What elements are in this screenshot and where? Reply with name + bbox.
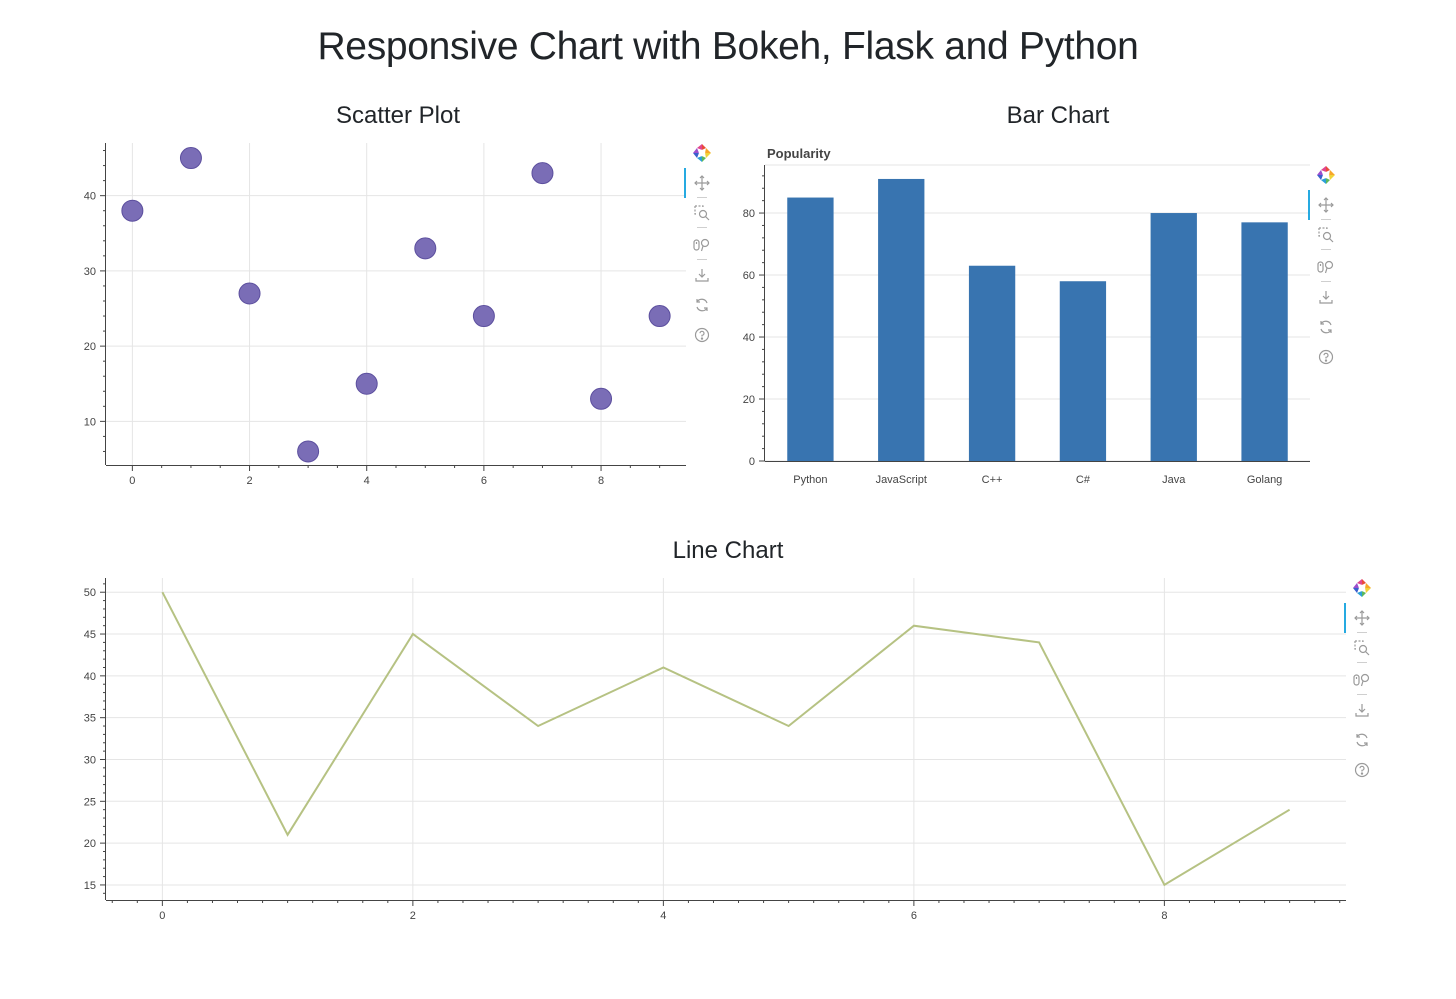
scatter-point xyxy=(355,372,378,395)
bar xyxy=(787,197,834,462)
reset-icon[interactable] xyxy=(1346,726,1378,754)
scatter-point xyxy=(414,237,437,260)
help-icon[interactable] xyxy=(686,321,718,349)
toolbar-divider xyxy=(697,197,707,198)
bar xyxy=(878,178,925,462)
x-tick-label: 8 xyxy=(1161,910,1167,922)
x-tick-label: 8 xyxy=(598,475,604,487)
pan-icon[interactable] xyxy=(1346,604,1378,632)
bar xyxy=(1241,222,1288,461)
scatter-point xyxy=(472,305,495,328)
category-label: Golang xyxy=(1247,474,1282,486)
y-tick-label: 20 xyxy=(84,838,96,850)
y-tick-label: 40 xyxy=(743,332,755,344)
help-icon[interactable] xyxy=(1346,756,1378,784)
active-tool-indicator xyxy=(684,168,686,198)
toolbar-divider xyxy=(697,227,707,228)
toolbar-divider xyxy=(1357,662,1367,663)
wheel-zoom-icon[interactable] xyxy=(1346,666,1378,694)
reset-icon[interactable] xyxy=(1310,313,1342,341)
y-tick-label: 45 xyxy=(84,629,96,641)
x-tick-label: 4 xyxy=(660,910,666,922)
toolbar-divider xyxy=(1321,219,1331,220)
bar-plot-area: Popularity 0 20 40 60 80 Python JavaScript C++ C#… xyxy=(743,146,1310,486)
box-zoom-icon[interactable] xyxy=(1346,634,1378,662)
x-tick-label: 4 xyxy=(364,475,370,487)
pan-icon[interactable] xyxy=(686,169,718,197)
save-icon[interactable] xyxy=(1310,283,1342,311)
y-tick-label: 30 xyxy=(84,266,96,278)
bar xyxy=(1059,281,1107,461)
y-tick-label: 40 xyxy=(84,191,96,203)
category-label: C++ xyxy=(982,474,1003,486)
help-icon[interactable] xyxy=(1310,343,1342,371)
x-tick-label: 2 xyxy=(246,475,252,487)
y-tick-label: 60 xyxy=(743,270,755,282)
toolbar-divider xyxy=(1357,632,1367,633)
x-tick-label: 6 xyxy=(911,910,917,922)
y-tick-label: 80 xyxy=(743,208,755,220)
reset-icon[interactable] xyxy=(686,291,718,319)
bar-chart-title: Bar Chart xyxy=(1006,102,1110,129)
page-title: Responsive Chart with Bokeh, Flask and P… xyxy=(317,25,1139,68)
box-zoom-icon[interactable] xyxy=(1310,221,1342,249)
active-tool-indicator xyxy=(1308,190,1310,220)
bar-plot-title: Popularity xyxy=(767,146,831,161)
category-label: Python xyxy=(793,474,827,486)
scatter-plot-area: 0 2 4 6 8 10 20 30 40 xyxy=(84,143,686,487)
y-tick-label: 20 xyxy=(743,394,755,406)
x-tick-label: 0 xyxy=(129,475,135,487)
scatter-point xyxy=(648,305,671,328)
bar xyxy=(968,265,1016,461)
y-tick-label: 20 xyxy=(84,341,96,353)
pan-icon[interactable] xyxy=(1310,191,1342,219)
scatter-plot-title: Scatter Plot xyxy=(335,102,461,129)
toolbar-divider xyxy=(1357,694,1367,695)
y-tick-label: 0 xyxy=(749,456,755,468)
y-tick-label: 15 xyxy=(84,880,96,892)
category-label: Java xyxy=(1162,474,1186,486)
scatter-point xyxy=(179,147,202,170)
y-tick-label: 35 xyxy=(84,713,96,725)
scatter-point xyxy=(297,440,320,463)
bar xyxy=(1150,213,1197,461)
bokeh-logo-icon[interactable] xyxy=(1346,574,1378,602)
box-zoom-icon[interactable] xyxy=(686,199,718,227)
line-plot-area: 0 2 4 6 8 15 20 25 30 35 40 45 50 xyxy=(84,578,1346,922)
wheel-zoom-icon[interactable] xyxy=(686,231,718,259)
scatter-point xyxy=(238,282,261,305)
x-tick-label: 0 xyxy=(159,910,165,922)
bokeh-logo-icon[interactable] xyxy=(686,139,718,167)
scatter-point xyxy=(531,162,554,185)
category-label: JavaScript xyxy=(876,474,927,486)
line-chart-title: Line Chart xyxy=(672,537,784,564)
y-tick-label: 10 xyxy=(84,416,96,428)
y-tick-label: 25 xyxy=(84,796,96,808)
scatter-point xyxy=(590,387,613,410)
line-series xyxy=(161,591,1291,887)
y-tick-label: 40 xyxy=(84,671,96,683)
x-tick-label: 2 xyxy=(410,910,416,922)
x-tick-label: 6 xyxy=(481,475,487,487)
wheel-zoom-icon[interactable] xyxy=(1310,253,1342,281)
bokeh-logo-icon[interactable] xyxy=(1310,161,1342,189)
toolbar-divider xyxy=(697,259,707,260)
scatter-point xyxy=(121,199,144,222)
toolbar-divider xyxy=(1321,249,1331,250)
save-icon[interactable] xyxy=(686,261,718,289)
active-tool-indicator xyxy=(1344,603,1346,633)
save-icon[interactable] xyxy=(1346,696,1378,724)
y-tick-label: 30 xyxy=(84,754,96,766)
category-label: C# xyxy=(1076,474,1091,486)
toolbar-divider xyxy=(1321,281,1331,282)
y-tick-label: 50 xyxy=(84,587,96,599)
